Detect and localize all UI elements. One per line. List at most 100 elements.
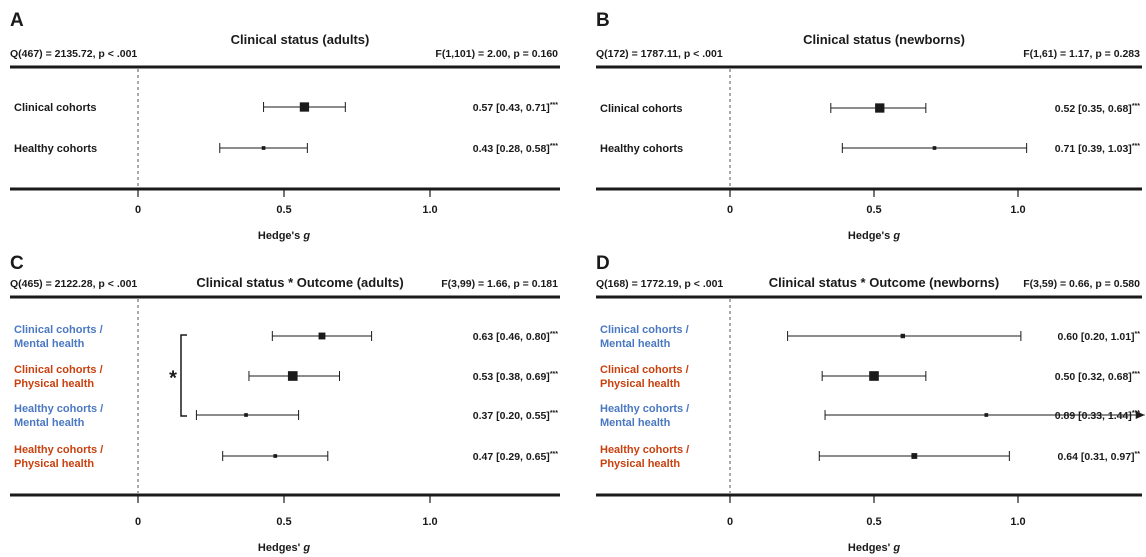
significance-stars: *** — [1132, 371, 1140, 378]
significance-stars: *** — [1132, 103, 1140, 110]
panel-title: Clinical status * Outcome (newborns) — [769, 275, 999, 290]
significance-stars: *** — [550, 410, 558, 417]
estimate-ci-text: 0.57 [0.43, 0.71]*** — [473, 102, 559, 114]
estimate-ci-value: 0.71 [0.39, 1.03] — [1055, 143, 1132, 155]
row-label: Healthy cohorts — [14, 143, 97, 155]
x-tick-label: 0.5 — [866, 516, 881, 528]
significance-stars: *** — [1132, 143, 1140, 150]
point-estimate — [244, 413, 248, 417]
heterogeneity-stat: Q(465) = 2122.28, p < .001 — [10, 278, 137, 290]
point-estimate — [261, 146, 266, 150]
estimate-ci-text: 0.43 [0.28, 0.58]*** — [473, 143, 559, 155]
estimate-ci-text: 0.89 [0.33, 1.44]*** — [1055, 410, 1141, 422]
forest-row: Healthy cohorts / Physical health 0.47 [0.… — [14, 444, 558, 470]
x-tick-label: 1.0 — [1010, 204, 1025, 216]
forest-row: Healthy cohorts 0.71 [0.39, 1.03]*** — [600, 143, 1140, 155]
forest-row: Clinical cohorts 0.52 [0.35, 0.68]*** — [600, 103, 1140, 115]
row-label: Healthy cohorts — [600, 143, 683, 155]
estimate-ci-value: 0.37 [0.20, 0.55] — [473, 410, 550, 422]
x-axis-label: Hedge's g — [258, 230, 310, 242]
significance-marker: * — [169, 368, 177, 390]
row-label-line1: Clinical cohorts / — [14, 364, 103, 376]
point-estimate — [900, 333, 905, 339]
forest-row: Clinical cohorts / Physical health 0.53 [0… — [14, 364, 558, 390]
estimate-ci-text: 0.50 [0.32, 0.68]*** — [1055, 371, 1141, 383]
estimate-ci-text: 0.52 [0.35, 0.68]*** — [1055, 103, 1141, 115]
x-tick-label: 1.0 — [422, 516, 437, 528]
x-axis-label-main: Hedges' — [258, 542, 303, 554]
estimate-ci-text: 0.71 [0.39, 1.03]*** — [1055, 143, 1141, 155]
significance-stars: *** — [1132, 410, 1140, 417]
estimate-ci-text: 0.63 [0.46, 0.80]*** — [473, 331, 559, 343]
significance-stars: *** — [550, 371, 558, 378]
point-estimate — [984, 413, 989, 417]
estimate-ci-value: 0.47 [0.29, 0.65] — [473, 451, 550, 463]
row-label-line1: Healthy cohorts / — [600, 444, 689, 456]
estimate-ci-text: 0.53 [0.38, 0.69]*** — [473, 371, 559, 383]
x-tick-label: 0 — [135, 516, 141, 528]
x-tick-label: 1.0 — [422, 204, 437, 216]
row-label-line2: Physical health — [600, 458, 680, 470]
panel-letter: D — [596, 253, 610, 274]
estimate-ci-value: 0.52 [0.35, 0.68] — [1055, 103, 1132, 115]
row-label-line2: Mental health — [14, 338, 85, 350]
point-estimate — [273, 454, 278, 458]
x-axis-label-main: Hedge's — [258, 230, 303, 242]
x-tick-label: 0 — [727, 516, 733, 528]
x-axis-label-symbol: g — [302, 542, 310, 554]
significance-stars: ** — [1135, 451, 1141, 458]
estimate-ci-value: 0.53 [0.38, 0.69] — [473, 371, 550, 383]
point-estimate — [911, 453, 918, 459]
point-estimate — [318, 332, 326, 340]
heterogeneity-stat: Q(467) = 2135.72, p < .001 — [10, 48, 137, 60]
forest-row: Clinical cohorts 0.57 [0.43, 0.71]*** — [14, 102, 558, 114]
panel-title: Clinical status (adults) — [231, 32, 370, 47]
significance-stars: *** — [550, 451, 558, 458]
ci-arrowhead — [1135, 411, 1145, 419]
comparison-bracket — [180, 334, 187, 417]
row-label-line1: Healthy cohorts / — [600, 403, 689, 415]
panel-b: B Clinical status (newborns) Q(172) = 1787… — [596, 10, 1142, 242]
row-label-line2: Physical health — [14, 458, 94, 470]
estimate-ci-value: 0.64 [0.31, 0.97] — [1057, 451, 1134, 463]
forest-row: Healthy cohorts / Mental health 0.89 [0.33… — [600, 403, 1145, 429]
moderator-test-stat: F(3,59) = 0.66, p = 0.580 — [1023, 278, 1140, 290]
panel-d: D Clinical status * Outcome (newborns) Q(1… — [596, 253, 1145, 554]
moderator-test-stat: F(3,99) = 1.66, p = 0.181 — [441, 278, 558, 290]
row-label: Clinical cohorts — [600, 103, 683, 115]
row-label-line2: Mental health — [14, 417, 85, 429]
row-label-line1: Healthy cohorts / — [14, 403, 103, 415]
x-tick-label: 0 — [135, 204, 141, 216]
x-axis-label: Hedge's g — [848, 230, 900, 242]
row-label-line2: Mental health — [600, 417, 671, 429]
significance-stars: *** — [550, 331, 558, 338]
significance-stars: ** — [1135, 331, 1141, 338]
x-axis-label: Hedges' g — [848, 542, 900, 554]
moderator-test-stat: F(1,101) = 2.00, p = 0.160 — [435, 48, 558, 60]
moderator-test-stat: F(1,61) = 1.17, p = 0.283 — [1023, 48, 1140, 60]
x-axis-label-main: Hedges' — [848, 542, 893, 554]
point-estimate — [299, 102, 310, 112]
x-tick-label: 0 — [727, 204, 733, 216]
heterogeneity-stat: Q(168) = 1772.19, p < .001 — [596, 278, 723, 290]
x-axis-label-symbol: g — [892, 542, 900, 554]
panel-letter: B — [596, 10, 610, 31]
estimate-ci-text: 0.47 [0.29, 0.65]*** — [473, 451, 559, 463]
x-axis-label-symbol: g — [892, 230, 900, 242]
x-tick-label: 1.0 — [1010, 516, 1025, 528]
forest-row: Clinical cohorts / Mental health 0.60 [0.2… — [600, 324, 1140, 350]
panel-letter: C — [10, 253, 24, 274]
row-label: Clinical cohorts — [14, 102, 97, 114]
x-tick-label: 0.5 — [276, 204, 291, 216]
forest-row: Clinical cohorts / Mental health 0.63 [0.4… — [14, 324, 558, 350]
estimate-ci-value: 0.60 [0.20, 1.01] — [1057, 331, 1134, 343]
x-axis-label-symbol: g — [302, 230, 310, 242]
row-label-line1: Clinical cohorts / — [600, 364, 689, 376]
row-label-line2: Mental health — [600, 338, 671, 350]
row-label-line1: Healthy cohorts / — [14, 444, 103, 456]
significance-stars: *** — [550, 143, 558, 150]
point-estimate — [932, 146, 937, 150]
heterogeneity-stat: Q(172) = 1787.11, p < .001 — [596, 48, 723, 60]
estimate-ci-value: 0.50 [0.32, 0.68] — [1055, 371, 1132, 383]
